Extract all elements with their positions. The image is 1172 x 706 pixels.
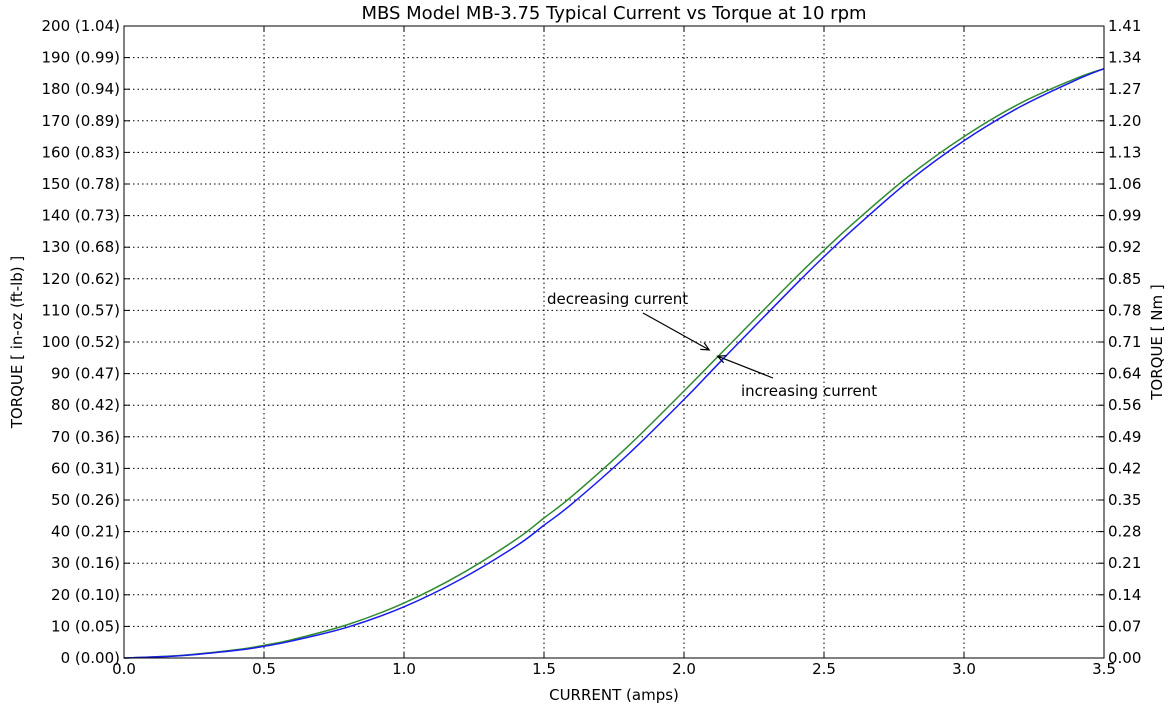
annotation-decreasing-current: decreasing current <box>547 290 688 308</box>
y-tick-label-right: 1.41 <box>1108 17 1141 35</box>
x-tick-label: 2.0 <box>672 660 696 678</box>
y-tick-label-left: 180 (0.94) <box>41 80 120 98</box>
y-tick-label-left: 60 (0.31) <box>51 459 120 477</box>
y-tick-label-right: 1.13 <box>1108 143 1141 161</box>
grid <box>124 26 1104 658</box>
y-tick-label-right: 0.78 <box>1108 301 1141 319</box>
x-axis-title: CURRENT (amps) <box>549 686 679 704</box>
y-axis-title-right: TORQUE [ Nm ] <box>1148 284 1166 401</box>
y-tick-label-right: 0.85 <box>1108 270 1141 288</box>
y-tick-label-right: 0.64 <box>1108 365 1141 383</box>
y-tick-label-right: 0.99 <box>1108 207 1141 225</box>
y-tick-label-left: 90 (0.47) <box>51 365 120 383</box>
y-tick-label-left: 80 (0.42) <box>51 396 120 414</box>
x-tick-label: 0.5 <box>252 660 276 678</box>
decreasing-current-arrow <box>642 312 711 351</box>
y-tick-label-right: 0.00 <box>1108 649 1141 667</box>
x-tick-label: 2.5 <box>812 660 836 678</box>
y-axis-title-left: TORQUE [ in-oz (ft-lb) ] <box>8 256 26 430</box>
y-tick-label-left: 120 (0.62) <box>41 270 120 288</box>
y-tick-label-left: 150 (0.78) <box>41 175 120 193</box>
x-tick-label: 3.5 <box>1092 660 1116 678</box>
annotations: decreasing current increasing current <box>547 290 877 400</box>
series-layer <box>123 67 1105 659</box>
x-tick-label: 3.0 <box>952 660 976 678</box>
increasing-current-arrow <box>716 354 774 379</box>
y-tick-label-right: 0.21 <box>1108 554 1141 572</box>
y-tick-label-right: 0.56 <box>1108 396 1141 414</box>
y-tick-label-left: 200 (1.04) <box>41 17 120 35</box>
y-tick-label-left: 190 (0.99) <box>41 49 120 67</box>
y-tick-label-right: 0.42 <box>1108 459 1141 477</box>
x-tick-label: 1.0 <box>392 660 416 678</box>
ticks: 0.0 0.5 1.0 1.5 2.0 2.5 3.0 3.5 0 (0.00) 0.00 10 (… <box>41 17 1141 678</box>
y-tick-label-left: 110 (0.57) <box>41 301 120 319</box>
y-tick-label-left: 140 (0.73) <box>41 207 120 225</box>
y-tick-label-left: 40 (0.21) <box>51 523 120 541</box>
y-tick-label-right: 0.14 <box>1108 586 1141 604</box>
y-tick-label-left: 20 (0.10) <box>51 586 120 604</box>
y-tick-label-right: 0.49 <box>1108 428 1141 446</box>
series-line-0 <box>123 67 1105 659</box>
y-tick-label-left: 70 (0.36) <box>51 428 120 446</box>
x-tick-label: 0.0 <box>112 660 136 678</box>
x-tick-label: 1.5 <box>532 660 556 678</box>
y-tick-label-right: 1.06 <box>1108 175 1141 193</box>
y-tick-label-left: 130 (0.68) <box>41 238 120 256</box>
series-line-1 <box>123 67 1105 659</box>
y-tick-label-right: 1.34 <box>1108 49 1141 67</box>
y-tick-label-left: 10 (0.05) <box>51 617 120 635</box>
y-tick-label-right: 0.71 <box>1108 333 1141 351</box>
y-tick-label-left: 100 (0.52) <box>41 333 120 351</box>
y-tick-label-right: 0.35 <box>1108 491 1141 509</box>
y-tick-label-left: 170 (0.89) <box>41 112 120 130</box>
y-tick-label-right: 0.07 <box>1108 617 1141 635</box>
y-tick-label-left: 160 (0.83) <box>41 143 120 161</box>
y-tick-label-right: 0.28 <box>1108 523 1141 541</box>
y-tick-label-left: 0 (0.00) <box>61 649 120 667</box>
y-tick-label-right: 0.92 <box>1108 238 1141 256</box>
y-tick-label-right: 1.20 <box>1108 112 1141 130</box>
annotation-increasing-current: increasing current <box>741 382 877 400</box>
y-tick-label-left: 30 (0.16) <box>51 554 120 572</box>
y-tick-label-right: 1.27 <box>1108 80 1141 98</box>
y-tick-label-left: 50 (0.26) <box>51 491 120 509</box>
chart-title: MBS Model MB-3.75 Typical Current vs Tor… <box>361 3 866 24</box>
